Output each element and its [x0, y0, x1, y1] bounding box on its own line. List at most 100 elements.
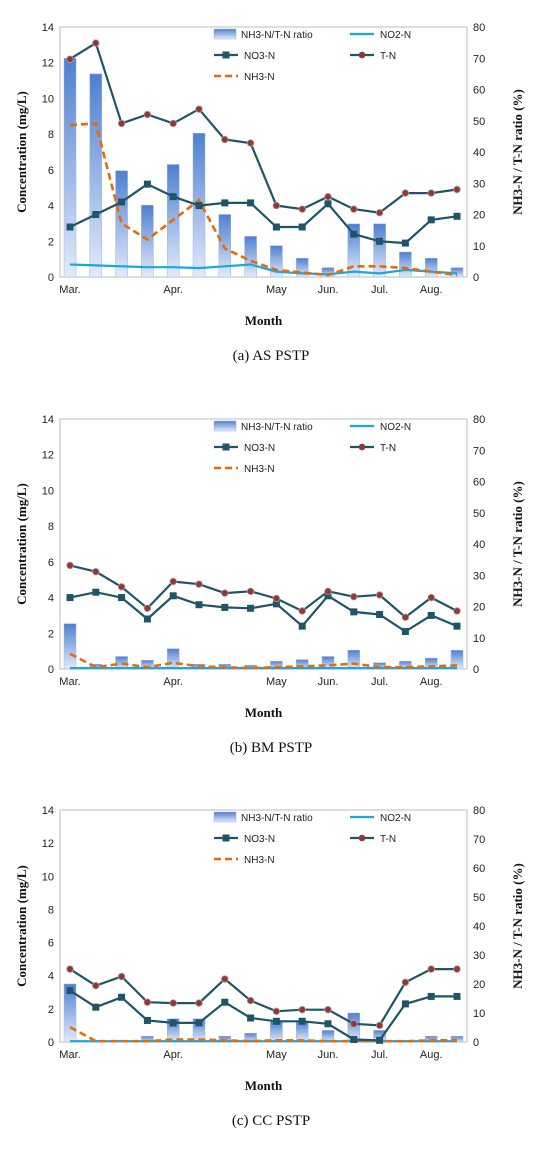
t-n-marker — [66, 55, 74, 63]
y-left-tick-label: 8 — [48, 521, 54, 533]
t-n-marker — [298, 607, 306, 615]
legend-background — [208, 420, 454, 480]
y-right-tick-label: 20 — [473, 602, 485, 614]
legend-marker-tn — [358, 834, 366, 842]
no3-n-marker — [66, 223, 74, 231]
t-n-line — [69, 564, 458, 619]
t-n-marker — [246, 139, 255, 147]
x-tick-label: Jul. — [371, 284, 388, 296]
x-axis-title: Month — [245, 313, 283, 328]
y-left-tick-label: 2 — [48, 236, 54, 248]
t-n-marker — [143, 110, 152, 119]
chart-svg-b: 0 2 4 6 8 10 12 14 0 10 20 30 40 50 60 70 80 Mar. Apr. May J… — [14, 414, 525, 756]
legend-marker-tn — [358, 51, 366, 59]
no3-n-marker — [221, 603, 229, 611]
legend-marker-no3 — [222, 443, 230, 451]
legend-label-no3: NO3-N — [244, 443, 275, 454]
ratio-bar — [373, 223, 386, 278]
x-tick-label: Apr. — [163, 1049, 183, 1061]
x-axis-title: Month — [245, 705, 283, 720]
no3-n-marker — [376, 237, 384, 245]
no3-n-marker — [376, 1036, 384, 1044]
no3-n-marker — [143, 1016, 151, 1024]
chart-caption: (c) CC PSTP — [232, 1113, 310, 1129]
t-n-marker — [350, 592, 358, 601]
y-left-tick-label: 0 — [48, 1037, 54, 1049]
no3-n-marker — [272, 600, 280, 608]
t-n-marker — [66, 965, 74, 973]
t-n-line — [69, 41, 458, 214]
no3-n-marker — [401, 628, 409, 635]
ratio-bar — [244, 236, 257, 278]
t-n-marker — [350, 1020, 358, 1028]
no3-n-marker — [427, 611, 435, 619]
legend-label-no3: NO3-N — [244, 51, 275, 62]
x-tick-label: Mar. — [59, 1049, 80, 1061]
y-left-tick-label: 12 — [42, 58, 54, 70]
t-n-marker — [272, 594, 281, 603]
t-n-marker — [66, 561, 74, 570]
no3-n-marker — [376, 611, 384, 619]
t-n-marker — [169, 999, 177, 1007]
chart-svg-a: 0 2 4 6 8 10 12 14 0 10 20 30 40 50 60 70 80 Mar. Apr. May J… — [14, 22, 525, 364]
t-n-marker — [401, 978, 410, 987]
y-left-tick-label: 0 — [48, 272, 54, 284]
no3-n-marker — [453, 622, 461, 630]
y-right-tick-label: 70 — [473, 445, 485, 457]
no3-n-marker — [118, 993, 126, 1001]
y-right-tick-label: 30 — [473, 178, 485, 190]
nh3-n-line — [69, 652, 458, 670]
no3-n-marker — [92, 1003, 100, 1011]
legend-label-tn: T-N — [380, 834, 396, 845]
t-n-line — [69, 968, 457, 1027]
no3-n-line — [69, 182, 458, 245]
t-n-marker — [427, 965, 435, 973]
no3-n-marker — [247, 604, 255, 612]
t-n-marker — [453, 607, 461, 615]
x-axis-title: Month — [245, 1078, 283, 1093]
legend-label-no3: NO3-N — [244, 834, 275, 845]
y-left-tick-label: 6 — [48, 557, 54, 569]
y-left-tick-label: 8 — [48, 904, 54, 916]
t-n-marker — [117, 119, 126, 128]
y-right-tick-label: 30 — [473, 950, 485, 962]
legend-swatch-ratio — [213, 811, 237, 823]
t-n-marker — [427, 593, 435, 602]
y-right-tick-label: 10 — [473, 1008, 485, 1020]
x-tick-label: Jul. — [371, 676, 388, 688]
t-n-marker — [298, 1005, 306, 1014]
y-right-tick-label: 80 — [473, 414, 485, 426]
y-right-tick-label: 40 — [473, 147, 485, 159]
no3-n-marker — [324, 200, 332, 208]
chart-panel-c: 0 2 4 6 8 10 12 14 0 10 20 30 40 50 60 70 80 Mar. Apr. May J… — [0, 783, 543, 1147]
y-right-tick-label: 80 — [473, 22, 485, 34]
y-left-tick-label: 4 — [48, 201, 54, 213]
t-n-marker — [375, 1021, 384, 1030]
legend-label-nh3: NH3-N — [244, 464, 275, 475]
t-n-marker — [324, 587, 332, 596]
t-n-marker — [143, 998, 152, 1006]
y-right-tick-label: 0 — [473, 664, 479, 676]
no3-n-marker — [195, 1019, 203, 1027]
t-n-marker — [169, 119, 177, 128]
x-tick-label: Mar. — [59, 284, 80, 296]
no3-n-marker — [195, 601, 203, 609]
y-left-tick-label: 14 — [42, 414, 54, 426]
no3-n-marker — [92, 211, 100, 218]
y-left-tick-label: 8 — [48, 129, 54, 141]
x-tick-label: Aug. — [420, 284, 443, 296]
y-right-tick-label: 70 — [473, 53, 485, 65]
y-right-tick-label: 0 — [473, 1037, 479, 1049]
y-right-tick-label: 50 — [473, 508, 485, 520]
ratio-bar — [115, 170, 128, 278]
no3-n-marker — [427, 216, 435, 224]
legend-marker-no3 — [222, 834, 230, 842]
legend-swatch-ratio — [213, 28, 237, 40]
legend-label-nh3: NH3-N — [244, 72, 275, 83]
no3-n-marker — [221, 998, 229, 1006]
y-left-tick-label: 10 — [42, 871, 54, 883]
x-tick-label: Jun. — [318, 676, 339, 688]
y-left-tick-label: 14 — [42, 22, 54, 34]
legend-label-tn: T-N — [380, 51, 396, 62]
y-left-tick-label: 2 — [48, 628, 54, 640]
